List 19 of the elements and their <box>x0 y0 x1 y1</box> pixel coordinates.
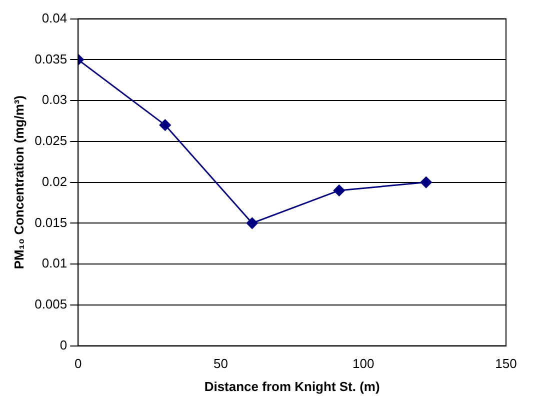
y-tick-label: 0.015 <box>34 214 68 230</box>
x-tick-label: 50 <box>214 356 228 372</box>
point <box>333 184 345 196</box>
y-tick-label: 0.01 <box>42 256 68 271</box>
y-tick-label: 0.025 <box>34 133 68 148</box>
x-tick-label: 0 <box>74 356 82 372</box>
y-tick-label: 0.02 <box>42 174 68 189</box>
y-tick-label: 0.005 <box>34 296 68 312</box>
y-tick-label: 0 <box>60 337 68 352</box>
y-tick-label: 0.04 <box>42 10 68 26</box>
point <box>420 176 432 188</box>
x-tick-label: 100 <box>352 356 374 372</box>
y-axis-title: PM₁₀ Concentration (mg/m³) <box>11 95 26 270</box>
point <box>246 217 258 229</box>
point <box>159 119 171 131</box>
y-tick-label: 0.03 <box>42 92 68 108</box>
y-tick-label: 0.035 <box>34 51 68 66</box>
x-tick-label: 150 <box>495 356 517 372</box>
x-axis-title: Distance from Knight St. (m) <box>204 378 380 394</box>
